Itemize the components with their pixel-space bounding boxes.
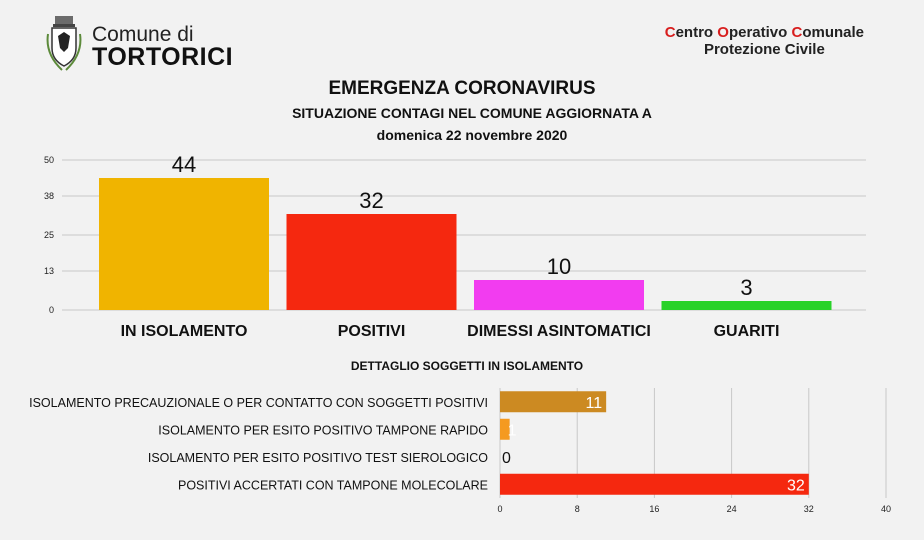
x-tick-label: 32	[804, 504, 814, 514]
x-category-label: GUARITI	[714, 323, 780, 340]
coc-initial-c: C	[664, 24, 676, 41]
page-date: domenica 22 novembre 2020	[376, 127, 568, 143]
detail-category-label: ISOLAMENTO PER ESITO POSITIVO TEST SIERO…	[148, 451, 488, 465]
detail-bar-0	[500, 391, 607, 413]
y-tick-label: 50	[44, 155, 54, 165]
bar-value-label: 3	[740, 275, 752, 300]
page-title: EMERGENZA CORONAVIRUS	[328, 78, 596, 99]
bar-value-label: 32	[359, 188, 383, 213]
coc-initial-c2: C	[791, 24, 803, 41]
coc-block: Centro Operativo Comunale Protezione Civ…	[665, 24, 864, 58]
x-category-label: DIMESSI ASINTOMATICI	[467, 323, 651, 340]
bar-1	[286, 214, 457, 310]
detail-category-label: ISOLAMENTO PRECAUZIONALE O PER CONTATTO …	[29, 396, 488, 410]
x-tick-label: 40	[881, 504, 891, 514]
x-tick-label: 0	[497, 504, 502, 514]
coc-initial-o: O	[717, 24, 729, 41]
y-tick-label: 25	[44, 230, 54, 240]
y-tick-label: 38	[44, 191, 54, 201]
detail-title: DETTAGLIO SOGGETTI IN ISOLAMENTO	[350, 359, 584, 373]
coc-word-entro: entro	[675, 24, 718, 41]
coc-word-perativo: perativo	[728, 24, 792, 41]
coc-line2: Protezione Civile	[703, 41, 825, 58]
bar-value-label: 44	[172, 152, 196, 177]
bar-3	[661, 301, 832, 310]
detail-bar-1	[500, 418, 510, 440]
y-tick-label: 13	[44, 266, 54, 276]
coc-word-omunale: omunale	[802, 24, 864, 41]
detail-category-label: POSITIVI ACCERTATI CON TAMPONE MOLECOLAR…	[178, 478, 488, 492]
x-tick-label: 8	[575, 504, 580, 514]
detail-category-label: ISOLAMENTO PER ESITO POSITIVO TAMPONE RA…	[158, 423, 488, 437]
org-town: TORTORICI	[92, 43, 234, 71]
coat-of-arms-icon	[46, 16, 82, 71]
org-name: Comune di	[92, 23, 194, 46]
detail-value-label: 11	[586, 395, 603, 412]
bar-0	[99, 178, 269, 310]
detail-value-label: 0	[502, 450, 511, 467]
y-tick-label: 0	[49, 305, 54, 315]
detail-value-label: 32	[787, 477, 805, 494]
detail-value-label: 1	[508, 422, 517, 439]
bar-2	[474, 280, 644, 310]
coc-line1: Centro Operativo Comunale	[665, 24, 864, 41]
x-category-label: POSITIVI	[338, 323, 406, 340]
bar-value-label: 10	[547, 254, 571, 279]
x-category-label: IN ISOLAMENTO	[121, 323, 248, 340]
detail-bar-3	[500, 473, 809, 495]
page-subtitle: SITUAZIONE CONTAGI NEL COMUNE AGGIORNATA…	[292, 105, 652, 121]
x-tick-label: 24	[727, 504, 737, 514]
x-tick-label: 16	[649, 504, 659, 514]
